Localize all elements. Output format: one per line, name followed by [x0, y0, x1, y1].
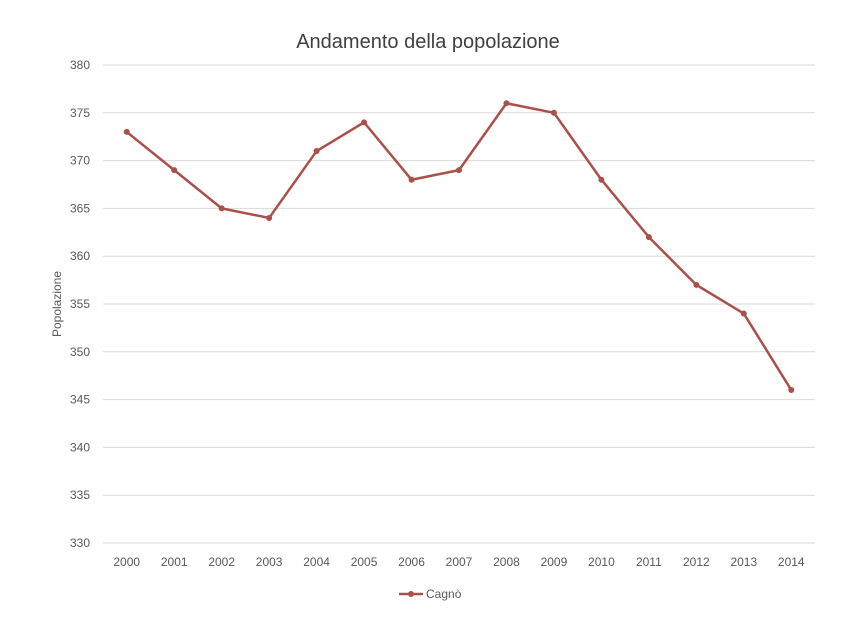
data-point-2001[interactable]: [171, 167, 178, 174]
gridlines: [103, 64, 815, 544]
data-point-2007[interactable]: [456, 167, 462, 174]
data-point-2008[interactable]: [503, 100, 510, 107]
x-tick-label: 2007: [446, 555, 473, 569]
y-tick-label: 345: [70, 393, 90, 407]
data-point-2003[interactable]: [266, 214, 273, 221]
y-tick-label: 380: [70, 58, 90, 72]
x-tick-label: 2003: [256, 555, 283, 569]
legend-label: Cagnò: [426, 587, 462, 601]
x-tick-label: 2005: [351, 555, 378, 569]
data-point-2002[interactable]: [218, 205, 225, 212]
data-point-2010[interactable]: [598, 176, 605, 183]
y-tick-label: 370: [70, 154, 90, 168]
data-point-2006[interactable]: [408, 176, 415, 183]
legend-swatch-marker: [408, 591, 414, 597]
data-point-2005[interactable]: [361, 119, 368, 126]
x-axis-ticks: 2000 2001 2002 2003 2004 2005 2006 2007 2008 2009…: [113, 555, 805, 569]
x-tick-label: 2008: [493, 555, 520, 569]
y-tick-label: 335: [70, 488, 90, 502]
y-tick-label: 375: [70, 106, 90, 120]
data-point-2011[interactable]: [645, 234, 652, 241]
series-layer: [123, 100, 795, 394]
y-tick-label: 365: [70, 201, 90, 215]
y-axis-title: Popolazione: [50, 271, 64, 337]
x-tick-label: 2002: [208, 555, 235, 569]
series-line: [125, 101, 793, 391]
y-tick-label: 350: [70, 345, 90, 359]
data-point-2014[interactable]: [788, 387, 795, 394]
data-point-2009[interactable]: [550, 109, 557, 116]
y-tick-label: 340: [70, 440, 90, 454]
data-point-2000[interactable]: [123, 128, 130, 135]
legend[interactable]: Cagnò: [399, 587, 462, 601]
x-tick-label: 2012: [683, 555, 710, 569]
x-tick-label: 2014: [778, 555, 805, 569]
y-tick-label: 360: [70, 249, 90, 263]
x-tick-label: 2001: [161, 555, 188, 569]
data-point-2004[interactable]: [313, 148, 320, 155]
data-point-2013[interactable]: [740, 310, 747, 317]
y-tick-label: 330: [70, 536, 90, 550]
data-point-2012[interactable]: [693, 281, 700, 288]
x-tick-label: 2004: [303, 555, 330, 569]
x-tick-label: 2000: [113, 555, 140, 569]
x-tick-label: 2006: [398, 555, 425, 569]
x-tick-label: 2011: [636, 555, 662, 569]
y-tick-label: 355: [70, 297, 90, 311]
x-tick-label: 2009: [541, 555, 568, 569]
y-axis-ticks: 330 335 340 345 350 355 360 365 370 375 380: [70, 58, 90, 550]
x-tick-label: 2013: [730, 555, 757, 569]
chart-title: Andamento della popolazione: [296, 31, 560, 53]
x-tick-label: 2010: [588, 555, 615, 569]
